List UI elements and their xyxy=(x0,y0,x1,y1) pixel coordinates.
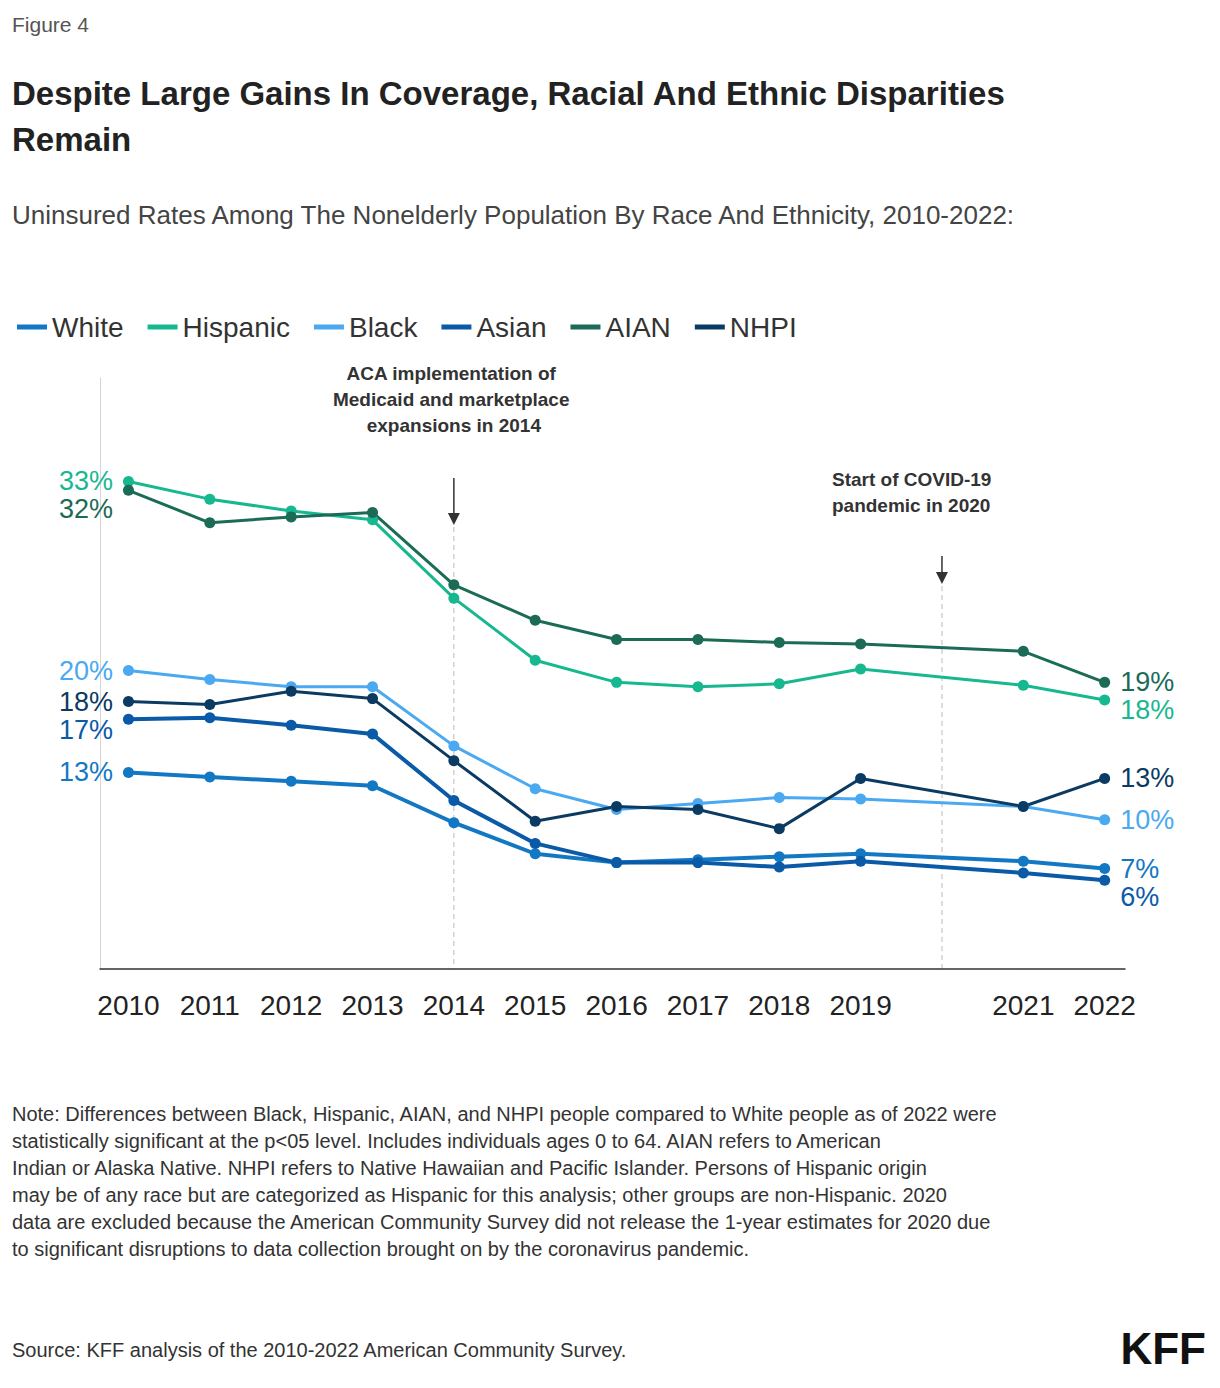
svg-text:Note: Differences between Blac: Note: Differences between Black, Hispani… xyxy=(12,1103,1002,1125)
svg-text:data are excluded because the: data are excluded because the American C… xyxy=(12,1211,996,1233)
svg-text:19%: 19% xyxy=(1120,667,1174,697)
svg-text:2012: 2012 xyxy=(260,990,322,1021)
svg-text:2016: 2016 xyxy=(585,990,647,1021)
svg-text:20%: 20% xyxy=(59,656,113,686)
svg-text:13%: 13% xyxy=(1120,763,1174,793)
svg-text:to significant disruptions to: to significant disruptions to data colle… xyxy=(12,1238,749,1260)
svg-text:Hispanic: Hispanic xyxy=(183,312,290,343)
svg-text:2015: 2015 xyxy=(504,990,566,1021)
svg-text:13%: 13% xyxy=(59,757,113,787)
svg-text:32%: 32% xyxy=(59,494,113,524)
svg-text:2022: 2022 xyxy=(1074,990,1136,1021)
svg-text:18%: 18% xyxy=(1120,695,1174,725)
svg-text:18%: 18% xyxy=(59,687,113,717)
svg-text:may be of any race but are cat: may be of any race but are categorized a… xyxy=(12,1184,953,1206)
svg-text:Medicaid and marketplace: Medicaid and marketplace xyxy=(333,389,575,410)
svg-text:KFF: KFF xyxy=(1120,1324,1206,1373)
svg-text:2021: 2021 xyxy=(992,990,1054,1021)
svg-text:statistically significant at t: statistically significant at the p<05 le… xyxy=(12,1130,886,1152)
svg-text:Source: KFF analysis of the 20: Source: KFF analysis of the 2010-2022 Am… xyxy=(12,1339,626,1361)
svg-text:NHPI: NHPI xyxy=(730,312,797,343)
svg-text:Black: Black xyxy=(349,312,418,343)
svg-text:Figure 4: Figure 4 xyxy=(12,13,89,36)
svg-text:ACA implementation of: ACA implementation of xyxy=(347,363,562,384)
svg-text:7%: 7% xyxy=(1120,854,1159,884)
svg-text:AIAN: AIAN xyxy=(605,312,670,343)
svg-text:17%: 17% xyxy=(59,715,113,745)
svg-text:Asian: Asian xyxy=(476,312,546,343)
svg-text:White: White xyxy=(52,312,124,343)
svg-text:Uninsured Rates Among The None: Uninsured Rates Among The Nonelderly Pop… xyxy=(12,200,1014,230)
svg-text:2018: 2018 xyxy=(748,990,810,1021)
svg-text:Start of COVID-19: Start of COVID-19 xyxy=(832,469,997,490)
svg-text:33%: 33% xyxy=(59,466,113,496)
svg-text:10%: 10% xyxy=(1120,805,1174,835)
svg-text:2019: 2019 xyxy=(829,990,891,1021)
svg-text:Indian or Alaska Native. NHPI: Indian or Alaska Native. NHPI refers to … xyxy=(12,1157,932,1179)
svg-text:2010: 2010 xyxy=(97,990,159,1021)
svg-text:6%: 6% xyxy=(1120,882,1159,912)
svg-text:Remain: Remain xyxy=(12,121,131,158)
svg-text:Despite Large Gains In Coverag: Despite Large Gains In Coverage, Racial … xyxy=(12,75,1014,112)
svg-text:pandemic in 2020: pandemic in 2020 xyxy=(832,495,990,516)
svg-text:2013: 2013 xyxy=(341,990,403,1021)
svg-text:2011: 2011 xyxy=(180,990,240,1021)
svg-text:2017: 2017 xyxy=(667,990,729,1021)
svg-text:expansions in 2014: expansions in 2014 xyxy=(367,415,542,436)
svg-text:2014: 2014 xyxy=(423,990,485,1021)
